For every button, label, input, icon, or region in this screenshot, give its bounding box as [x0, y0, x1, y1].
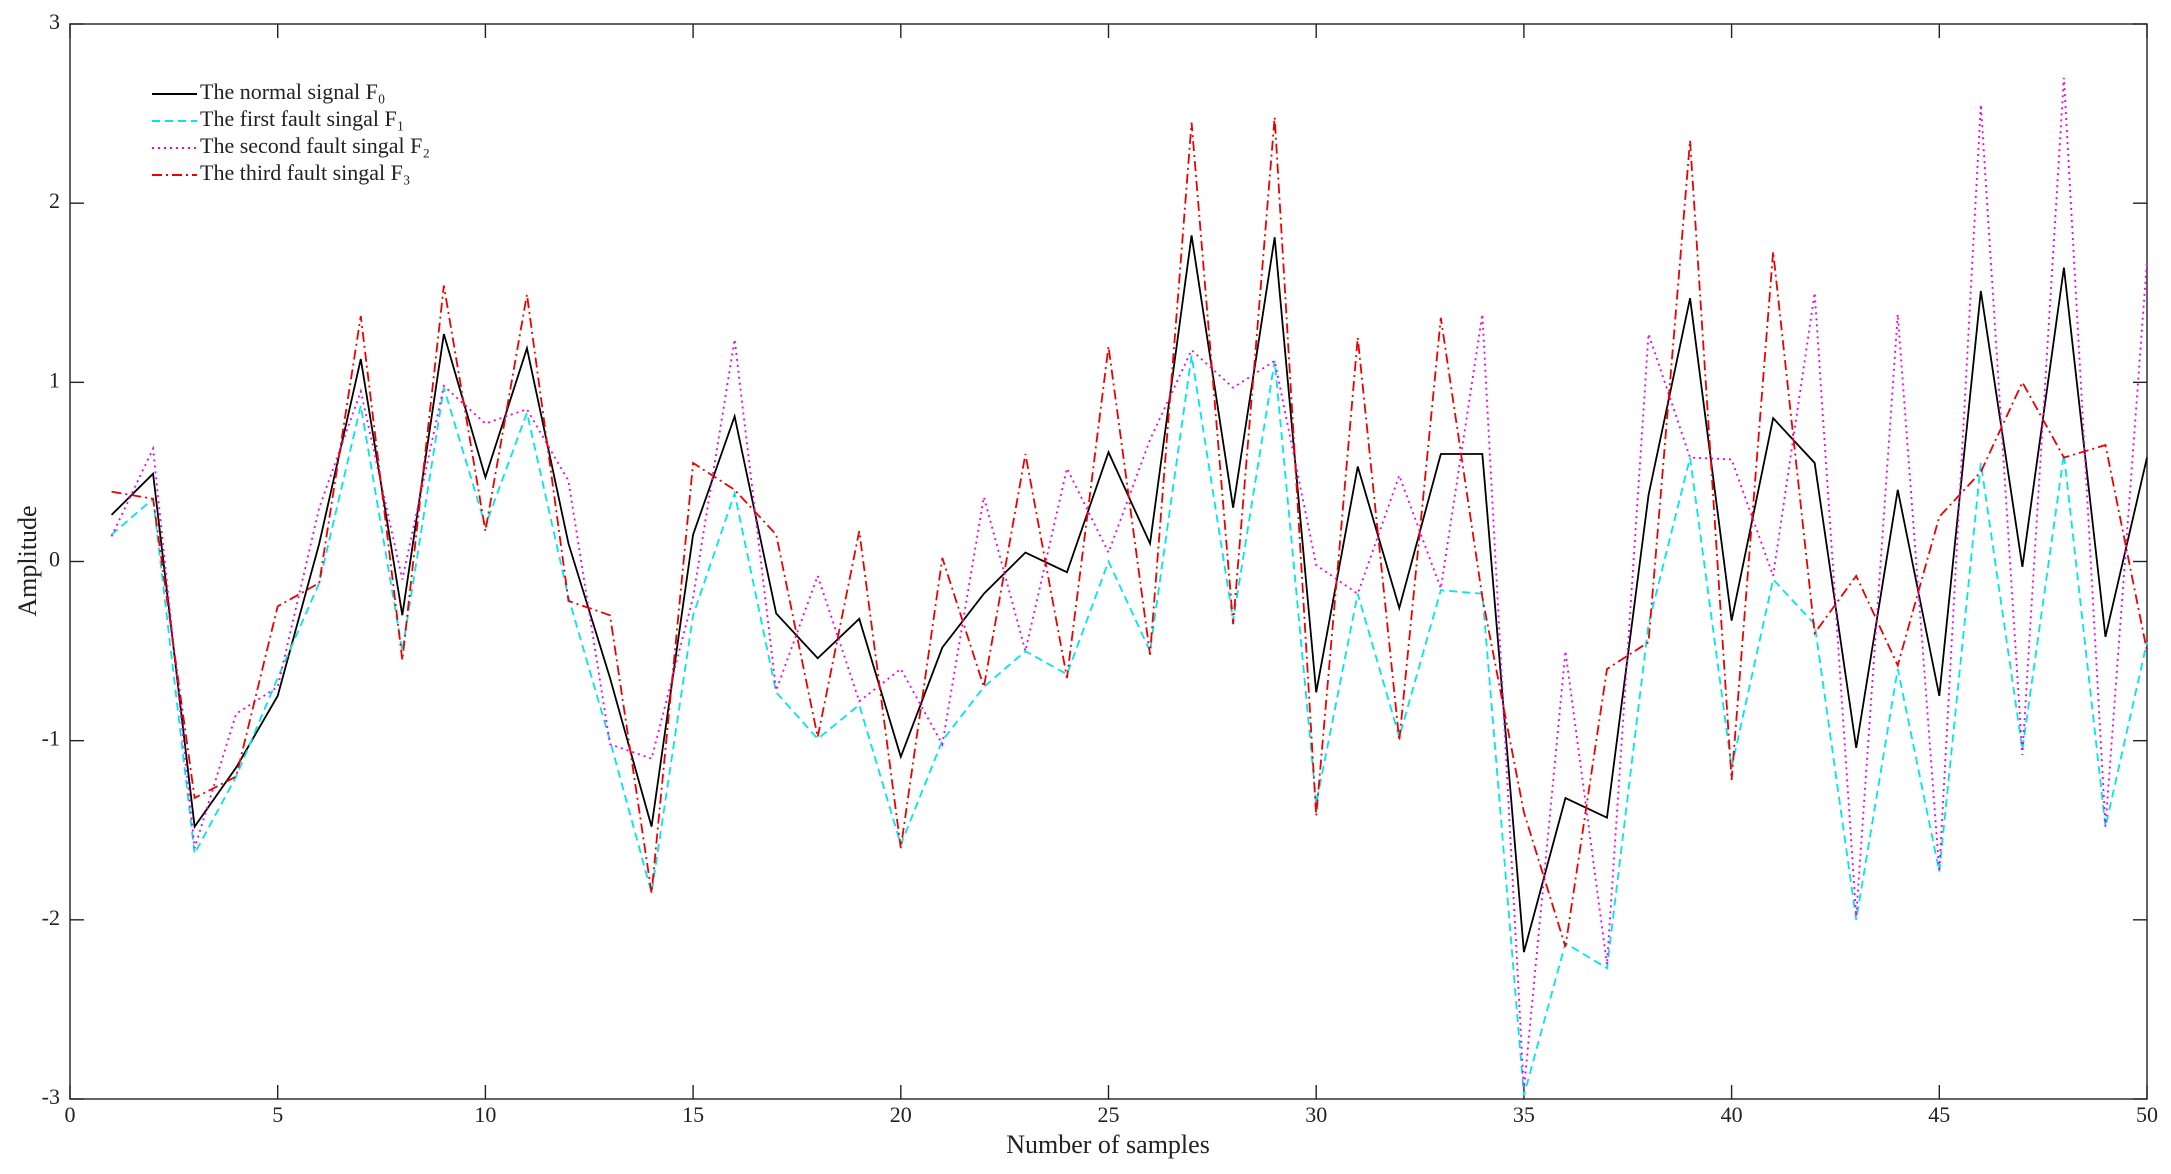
y-tick-label: -2	[42, 905, 60, 930]
x-tick-label: 45	[1928, 1102, 1950, 1127]
x-tick-label: 25	[1098, 1102, 1120, 1127]
x-axis-label: Number of samples	[1006, 1130, 1210, 1159]
y-tick-label: 0	[49, 547, 60, 572]
legend-label: The second fault singal F₂	[200, 133, 430, 158]
x-tick-label: 5	[272, 1102, 283, 1127]
x-tick-label: 15	[682, 1102, 704, 1127]
series-line	[110, 355, 2148, 1096]
x-tick-label: 40	[1721, 1102, 1743, 1127]
y-tick-label: -1	[42, 726, 60, 751]
legend-label: The third fault singal F₃	[200, 160, 411, 185]
x-tick-label: 20	[890, 1102, 912, 1127]
y-axis-label: Amplitude	[13, 505, 42, 616]
series-line	[110, 235, 2148, 953]
x-tick-label: 30	[1305, 1102, 1327, 1127]
y-tick-label: -3	[42, 1084, 60, 1109]
x-tick-label: 10	[474, 1102, 496, 1127]
y-tick-label: 1	[49, 367, 60, 392]
y-tick-label: 3	[49, 9, 60, 34]
series-line	[111, 117, 2148, 947]
x-tick-label: 35	[1513, 1102, 1535, 1127]
legend-label: The first fault singal F₁	[200, 106, 404, 131]
x-tick-label: 50	[2136, 1102, 2158, 1127]
y-tick-label: 2	[49, 188, 60, 213]
legend-label: The normal signal F₀	[200, 79, 385, 104]
x-tick-label: 0	[65, 1102, 76, 1127]
series-line	[110, 77, 2148, 1091]
